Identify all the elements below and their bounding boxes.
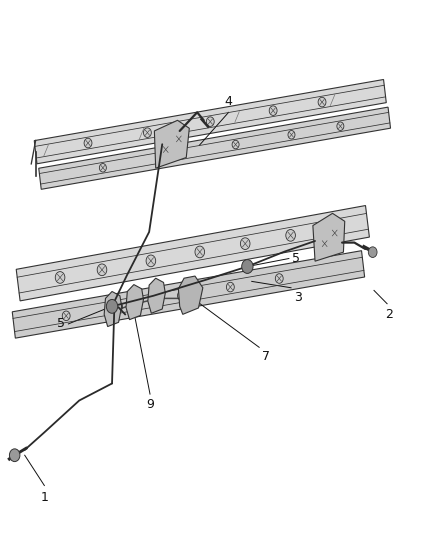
Circle shape bbox=[115, 302, 123, 311]
Text: 3: 3 bbox=[294, 292, 302, 304]
Polygon shape bbox=[39, 107, 391, 189]
Polygon shape bbox=[126, 285, 144, 320]
Polygon shape bbox=[16, 206, 369, 301]
Circle shape bbox=[55, 272, 65, 284]
Text: 4: 4 bbox=[225, 95, 233, 108]
Circle shape bbox=[111, 305, 118, 313]
Circle shape bbox=[337, 122, 344, 131]
Circle shape bbox=[99, 164, 106, 172]
Circle shape bbox=[368, 247, 377, 257]
Polygon shape bbox=[154, 120, 189, 168]
Circle shape bbox=[174, 134, 183, 144]
Text: 2: 2 bbox=[385, 308, 393, 321]
Circle shape bbox=[144, 128, 151, 138]
Polygon shape bbox=[313, 213, 345, 261]
Circle shape bbox=[269, 106, 277, 116]
Circle shape bbox=[330, 228, 339, 238]
Text: 5: 5 bbox=[57, 318, 65, 330]
Circle shape bbox=[318, 98, 326, 107]
Polygon shape bbox=[34, 79, 386, 164]
Circle shape bbox=[177, 291, 185, 301]
Circle shape bbox=[62, 311, 70, 320]
Text: 5: 5 bbox=[292, 252, 300, 265]
Circle shape bbox=[321, 223, 330, 235]
Circle shape bbox=[286, 230, 295, 241]
Polygon shape bbox=[178, 276, 203, 314]
Circle shape bbox=[161, 144, 170, 155]
Circle shape bbox=[288, 131, 295, 139]
Circle shape bbox=[169, 151, 176, 160]
Circle shape bbox=[133, 298, 140, 306]
Circle shape bbox=[240, 238, 250, 249]
Circle shape bbox=[106, 300, 118, 313]
Text: 1: 1 bbox=[40, 491, 48, 504]
Circle shape bbox=[206, 117, 214, 126]
Polygon shape bbox=[12, 251, 364, 338]
Circle shape bbox=[195, 246, 205, 258]
Circle shape bbox=[226, 282, 234, 292]
Circle shape bbox=[154, 292, 161, 300]
Circle shape bbox=[146, 255, 155, 266]
Polygon shape bbox=[148, 278, 165, 313]
Circle shape bbox=[84, 138, 92, 148]
Circle shape bbox=[320, 238, 329, 249]
Text: 9: 9 bbox=[146, 398, 154, 411]
Circle shape bbox=[186, 290, 195, 302]
Circle shape bbox=[232, 140, 239, 149]
Circle shape bbox=[276, 274, 283, 284]
Polygon shape bbox=[104, 292, 122, 327]
Circle shape bbox=[97, 264, 107, 276]
Circle shape bbox=[242, 260, 253, 273]
Text: 7: 7 bbox=[262, 351, 270, 364]
Circle shape bbox=[10, 449, 20, 462]
